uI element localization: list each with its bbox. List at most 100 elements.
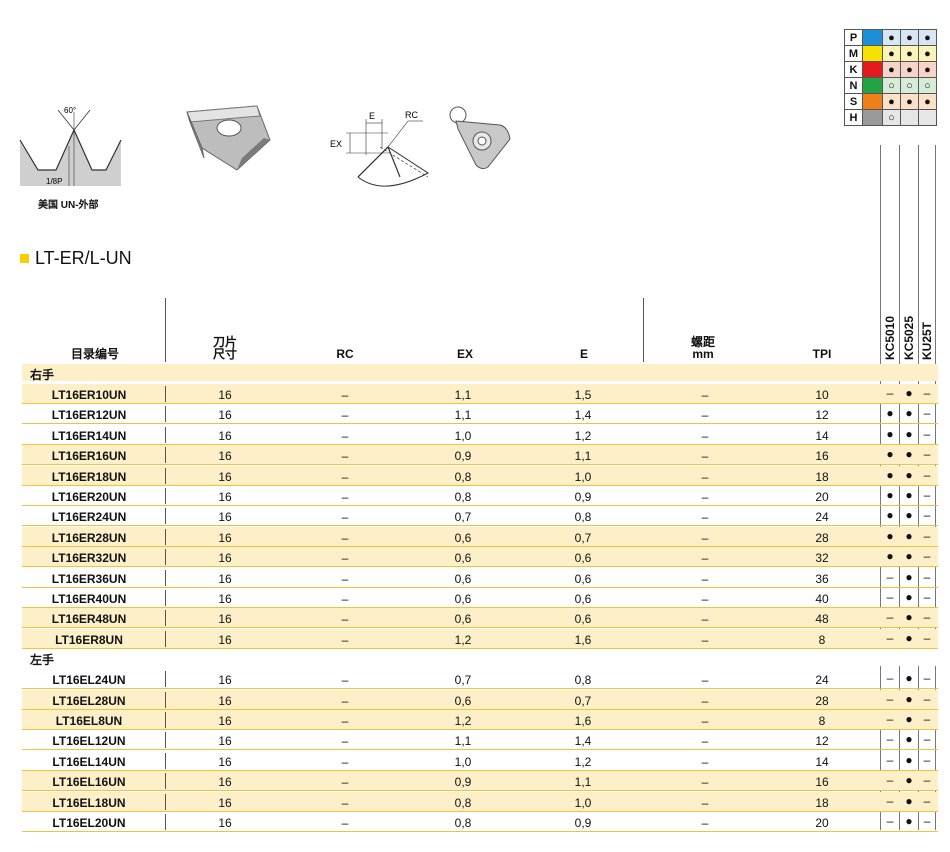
cell-size: 16 (218, 795, 232, 810)
grade-availability: ● (886, 528, 894, 543)
ex-label: EX (330, 139, 342, 149)
grade-availability: – (923, 569, 931, 584)
angle-label: 60° (64, 106, 76, 115)
grade-availability: ● (886, 549, 894, 564)
grade-availability: ● (905, 508, 913, 523)
grade-availability: – (886, 814, 894, 828)
grade-availability: ● (886, 447, 894, 462)
table-row: LT16ER16UN 16–0,9 1,1–16 ● ● – (22, 445, 938, 466)
row-divider (165, 467, 166, 484)
row-divider (165, 752, 166, 769)
catalog-number: LT16ER32UN (51, 551, 127, 566)
cell-ex: 0,9 (454, 775, 472, 790)
cell-tpi: 16 (815, 775, 829, 790)
insert-geometry-diagram: E RC EX (330, 110, 429, 187)
grade-availability: – (923, 712, 931, 726)
grade-availability: – (886, 610, 894, 625)
cell-rc: – (341, 612, 349, 627)
cell-size: 16 (218, 571, 232, 586)
material-letter: P (844, 29, 863, 46)
grade-availability: ● (886, 426, 894, 441)
title-text: LT-ER/L-UN (35, 248, 132, 268)
cell-e: 1,2 (574, 428, 592, 443)
grade-availability: – (923, 467, 931, 482)
grade-availability: – (886, 691, 894, 706)
section-label: 右手 (30, 368, 55, 382)
row-divider (165, 508, 166, 525)
cell-rc: – (341, 490, 349, 504)
catalog-number: LT16ER12UN (51, 408, 127, 423)
thread-profile-diagram: 60° 1/8P (19, 106, 122, 186)
row-divider (165, 691, 166, 708)
grade-divider (899, 145, 900, 830)
grade-availability: – (886, 773, 894, 788)
row-divider (165, 569, 166, 586)
cell-size: 16 (218, 693, 232, 708)
cell-size: 16 (218, 449, 232, 464)
table-row: LT16EL14UN 16–1,0 1,2–14– ● – (22, 751, 938, 771)
cell-size: 16 (218, 816, 232, 830)
material-color-swatch (862, 77, 883, 94)
cell-ex: 1,1 (454, 734, 472, 749)
grade-availability: ● (905, 528, 913, 543)
grade-availability: – (923, 386, 931, 400)
cell-rc: – (341, 673, 349, 688)
header-ex: EX (456, 347, 473, 361)
cell-pitch: – (701, 612, 709, 627)
material-grade-cell: ● (882, 29, 901, 46)
grade-availability: – (886, 386, 894, 400)
cell-rc: – (341, 428, 349, 443)
cell-pitch: – (701, 754, 709, 769)
header-divider (643, 298, 644, 362)
table-row: LT16ER18UN 16–0,8 1,0–18 ● ● – (22, 465, 938, 486)
row-divider (165, 793, 166, 810)
cell-rc: – (341, 714, 349, 728)
grade-availability: – (923, 447, 931, 462)
cell-tpi: 20 (815, 816, 829, 830)
cell-ex: 1,0 (454, 428, 472, 443)
cell-size: 16 (218, 673, 232, 688)
cell-pitch: – (701, 592, 709, 606)
header-rc: RC (336, 347, 354, 361)
cell-e: 1,6 (574, 714, 592, 728)
cell-size: 16 (218, 469, 232, 484)
cell-pitch: – (701, 734, 709, 749)
cell-pitch: – (701, 449, 709, 464)
catalog-number: LT16ER10UN (51, 388, 127, 402)
catalog-number: LT16EL18UN (52, 795, 126, 810)
header-pitch-line1: 螺距 (690, 335, 715, 349)
row-separator (22, 790, 938, 792)
cell-ex: 0,8 (454, 490, 472, 504)
row-separator (22, 505, 938, 506)
material-color-swatch (862, 45, 883, 62)
grade-availability: – (923, 793, 931, 808)
cell-rc: – (341, 571, 349, 586)
catalog-number: LT16EL8UN (55, 714, 123, 728)
material-grade-cell: ○ (900, 77, 919, 94)
table-row: LT16ER28UN 16–0,6 0,7–28 ● ● – (22, 526, 938, 547)
row-divider (165, 447, 166, 464)
cell-tpi: 18 (815, 795, 829, 810)
cell-size: 16 (218, 734, 232, 749)
grade-availability: – (886, 712, 894, 726)
cell-size: 16 (218, 612, 232, 627)
catalog-number: LT16ER36UN (51, 571, 127, 586)
cell-e: 1,5 (574, 388, 592, 402)
grade-availability: ● (905, 814, 913, 828)
grade-availability: – (923, 732, 931, 747)
material-row: P ● ● ● (844, 29, 937, 46)
row-divider (165, 671, 166, 688)
grade-availability: – (886, 630, 894, 645)
row-divider (165, 528, 166, 545)
cell-rc: – (341, 388, 349, 402)
cell-ex: 0,6 (454, 551, 472, 566)
cell-size: 16 (218, 530, 232, 545)
cell-tpi: 10 (815, 388, 829, 402)
grade-availability: – (886, 569, 894, 584)
material-grade-cell: ● (918, 61, 937, 78)
rc-label: RC (405, 110, 418, 120)
row-divider (165, 732, 166, 749)
grade-availability: ● (905, 447, 913, 462)
cell-rc: – (341, 693, 349, 708)
grade-availability: ● (905, 732, 913, 747)
